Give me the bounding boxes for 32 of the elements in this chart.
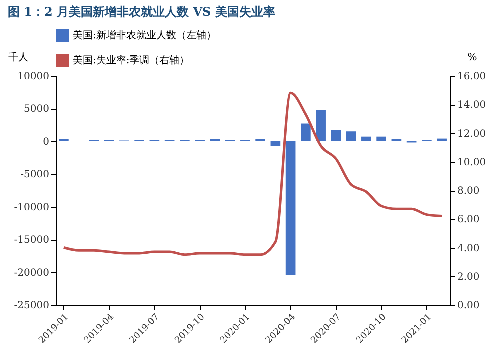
bar (437, 138, 447, 142)
y-tick-label: -5000 (20, 170, 50, 181)
y-axis-title: 千人 (8, 52, 28, 64)
bar (362, 136, 372, 142)
y2-tick-label: 16.00 (458, 72, 486, 82)
bar (301, 124, 311, 142)
y2-tick-label: 4.00 (458, 243, 480, 254)
y-tick-label: 10000 (18, 72, 50, 82)
y2-tick-label: 6.00 (458, 214, 480, 226)
y2-tick-label: 14.00 (458, 100, 486, 112)
y-tick-label: 5000 (24, 104, 50, 116)
line-series (62, 92, 444, 256)
chart-title: 图 1：2 月美国新增非农就业人数 VS 美国失业率 (8, 5, 276, 19)
legend-label: 美国:新增非农就业人数（左轴） (73, 30, 216, 42)
y2-tick-label: 0.00 (458, 300, 480, 312)
y2-tick-label: 8.00 (458, 186, 480, 197)
y2-axis-title: % (468, 52, 478, 64)
bar (316, 110, 326, 142)
y-tick-label: 0 (43, 136, 50, 148)
bar (346, 132, 356, 142)
legend-label: 美国:失业率:季调（右轴） (73, 54, 190, 66)
y-tick-label: -20000 (14, 268, 50, 279)
y2-tick-label: 12.00 (458, 128, 486, 140)
y2-tick-label: 2.00 (458, 272, 480, 283)
y-tick-label: -25000 (14, 300, 50, 312)
bar (286, 141, 296, 276)
bar (270, 141, 281, 146)
bar (376, 136, 386, 142)
y-tick-label: -15000 (14, 235, 50, 246)
bar (331, 130, 342, 142)
y2-tick-label: 10.00 (458, 157, 486, 168)
y-tick-label: -10000 (14, 202, 50, 214)
